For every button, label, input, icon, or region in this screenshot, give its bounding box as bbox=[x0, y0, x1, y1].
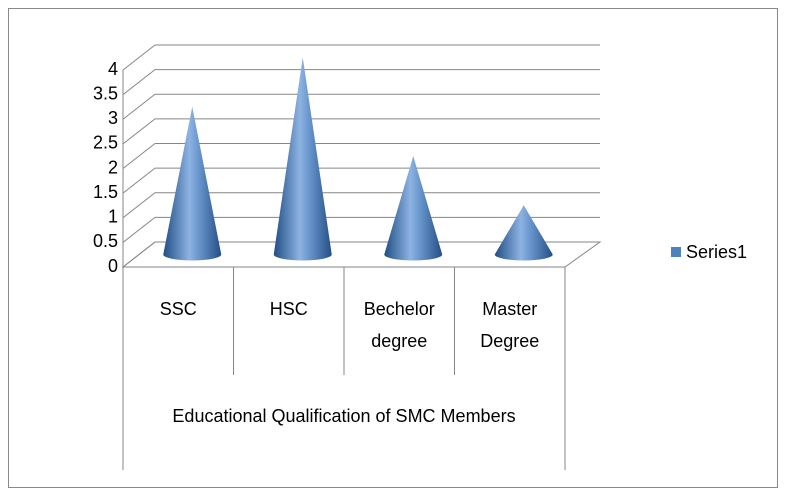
cone bbox=[494, 205, 553, 261]
y-tick-label: 2 bbox=[108, 157, 118, 177]
cone bbox=[163, 106, 222, 261]
y-tick-label: 1.5 bbox=[93, 182, 118, 202]
x-axis-title: Educational Qualification of SMC Members bbox=[172, 406, 516, 426]
y-tick-label: 0.5 bbox=[93, 231, 118, 251]
grid-line bbox=[122, 93, 600, 120]
cone bbox=[384, 156, 443, 261]
cone bbox=[273, 57, 332, 261]
grid-line bbox=[122, 192, 600, 219]
y-tick-label: 1 bbox=[108, 207, 118, 227]
legend-label: Series1 bbox=[686, 242, 747, 262]
grid-line bbox=[122, 118, 600, 145]
y-tick-label: 3.5 bbox=[93, 83, 118, 103]
grid-line bbox=[122, 167, 600, 194]
grid-line bbox=[122, 216, 600, 243]
y-tick-label: 2.5 bbox=[93, 133, 118, 153]
x-tick-label: HSC bbox=[269, 299, 308, 319]
grid-line bbox=[122, 241, 600, 268]
x-tick-label: SSC bbox=[159, 299, 197, 319]
x-tick-label: Bechelor degree bbox=[363, 299, 435, 351]
legend-swatch bbox=[671, 247, 681, 257]
chart-border bbox=[8, 8, 778, 488]
grid-line bbox=[122, 44, 600, 71]
grid-line bbox=[122, 143, 600, 169]
y-tick-label: 0 bbox=[108, 256, 118, 276]
x-tick-label: Master Degree bbox=[480, 299, 540, 351]
y-tick-label: 3 bbox=[108, 108, 118, 128]
grid-line bbox=[122, 69, 600, 96]
y-tick-label: 4 bbox=[108, 59, 118, 79]
